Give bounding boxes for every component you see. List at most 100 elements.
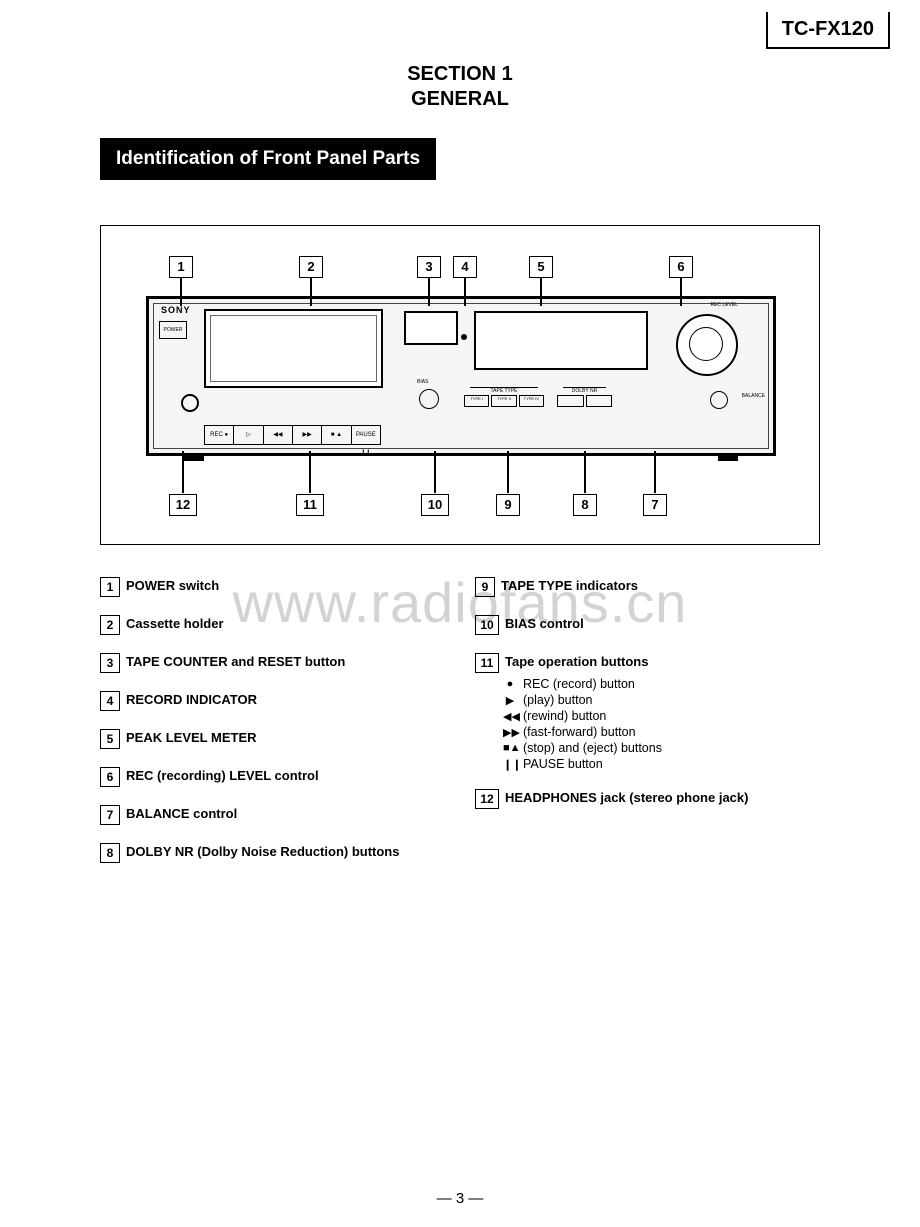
legend-item: 8 DOLBY NR (Dolby Noise Reduction) button… [100, 843, 445, 863]
legend-right-col: 9 TAPE TYPE indicators 10 BIAS control 11Tap… [475, 577, 820, 881]
heading-bar: Identification of Front Panel Parts [100, 138, 436, 180]
power-button: POWER [159, 321, 187, 339]
legend-num: 10 [475, 615, 499, 635]
sub-row: ▶▶(fast-forward) button [503, 725, 820, 739]
callout-3: 3 [417, 256, 441, 278]
legend-text: TAPE TYPE indicators [501, 577, 638, 595]
op-button: REC ● [205, 426, 234, 444]
section-line1: SECTION 1 [0, 62, 920, 87]
legend-num: 5 [100, 729, 120, 749]
section-title: SECTION 1 GENERAL [0, 62, 920, 112]
legend-left-col: 1 POWER switch 2Cassette holder 3TAPE COUNT… [100, 577, 445, 881]
sub-text: REC (record) button [523, 677, 635, 691]
callout-line [310, 278, 312, 306]
symbol-icon: ■▲ [503, 742, 517, 754]
legend-num: 9 [475, 577, 495, 597]
legend-text: DOLBY NR (Dolby Noise Reduction) buttons [126, 843, 399, 861]
dolby-row [557, 395, 612, 407]
legend-num: 1 [100, 577, 120, 597]
legend-item: 6 REC (recording) LEVEL control [100, 767, 445, 787]
callout-line [180, 278, 182, 306]
legend-text: HEADPHONES jack (stereo phone jack) [505, 789, 748, 807]
legend-num: 6 [100, 767, 120, 787]
tape-type-row: TYPE ITYPE IITYPE IV [464, 395, 544, 407]
callout-line [428, 278, 430, 306]
op-button: PAUSE ❙❙ [352, 426, 380, 444]
callout-9: 9 [496, 494, 520, 516]
legend-item: 3TAPE COUNTER and RESET button [100, 653, 445, 673]
legend-item: 9 TAPE TYPE indicators [475, 577, 820, 597]
device-foot [718, 455, 738, 461]
device-foot [184, 455, 204, 461]
callout-line [654, 451, 656, 493]
legend-num: 7 [100, 805, 120, 825]
callout-11: 11 [296, 494, 324, 516]
legend-text: BIAS control [505, 615, 584, 633]
bias-label: BIAS [417, 379, 428, 385]
legend-item: 5 PEAK LEVEL METER [100, 729, 445, 749]
callout-7: 7 [643, 494, 667, 516]
legend-text: Tape operation buttons [505, 653, 648, 671]
callout-6: 6 [669, 256, 693, 278]
legend-item: 10 BIAS control [475, 615, 820, 635]
legend-item: 7BALANCE control [100, 805, 445, 825]
model-number: TC-FX120 [766, 12, 890, 49]
cassette-holder [204, 309, 383, 388]
sub-text: (fast-forward) button [523, 725, 636, 739]
legend-num: 3 [100, 653, 120, 673]
page: TC-FX120 SECTION 1 GENERAL Identificatio… [0, 0, 920, 1227]
tape-type-group: TAPE TYPE TYPE ITYPE IITYPE IV [464, 387, 544, 409]
callout-line [540, 278, 542, 306]
sub-text: PAUSE button [523, 757, 603, 771]
sublist: ●REC (record) button ▶ (play) button ◀◀(rew… [503, 677, 820, 771]
legend-item: 1 POWER switch [100, 577, 445, 597]
callout-line [309, 451, 311, 493]
legend-item: 12HEADPHONES jack (stereo phone jack) [475, 789, 820, 809]
callout-line [584, 451, 586, 493]
sub-row: ●REC (record) button [503, 677, 820, 691]
callout-2: 2 [299, 256, 323, 278]
page-number: — 3 — [0, 1190, 920, 1207]
tape-type-btn: TYPE I [464, 395, 489, 407]
legend-num: 4 [100, 691, 120, 711]
rec-level-label: REC LEVEL [710, 302, 738, 308]
legend-text: RECORD INDICATOR [126, 691, 257, 709]
operation-buttons: REC ●▷◀◀▶▶■ ▲PAUSE ❙❙ [204, 425, 381, 445]
brand-label: SONY [161, 305, 191, 315]
section-line2: GENERAL [0, 87, 920, 112]
legend-item: 11Tape operation buttons [475, 653, 820, 673]
op-button: ▶▶ [293, 426, 322, 444]
dolby-label: DOLBY NR [563, 387, 606, 394]
balance-knob [710, 391, 728, 409]
callout-line [507, 451, 509, 493]
legend-text: PEAK LEVEL METER [126, 729, 257, 747]
callout-line [464, 278, 466, 306]
diagram-frame: SONY POWER REC LEVEL REC ●▷◀◀▶▶■ ▲PAUSE … [100, 225, 820, 545]
symbol-icon: ❙❙ [503, 758, 517, 771]
op-button: ◀◀ [264, 426, 293, 444]
callout-line [182, 451, 184, 493]
sub-row: ◀◀(rewind) button [503, 709, 820, 723]
tape-type-btn: TYPE II [491, 395, 516, 407]
sub-row: ❙❙ PAUSE button [503, 757, 820, 771]
dolby-btn [586, 395, 613, 407]
legend-text: POWER switch [126, 577, 219, 595]
symbol-icon: ◀◀ [503, 710, 517, 723]
callout-1: 1 [169, 256, 193, 278]
op-button: ■ ▲ [322, 426, 351, 444]
sub-text: (play) button [523, 693, 592, 707]
sub-text: (stop) and (eject) buttons [523, 741, 662, 755]
op-button: ▷ [234, 426, 263, 444]
tape-type-btn: TYPE IV [519, 395, 544, 407]
record-indicator [459, 329, 469, 339]
legend-item: 2Cassette holder [100, 615, 445, 635]
tape-type-label: TAPE TYPE [470, 387, 538, 394]
callout-10: 10 [421, 494, 449, 516]
rec-level-knob [676, 314, 738, 376]
symbol-icon: ▶ [503, 694, 517, 707]
callout-12: 12 [169, 494, 197, 516]
legend-text: REC (recording) LEVEL control [126, 767, 319, 785]
legend-num: 8 [100, 843, 120, 863]
legend-text: Cassette holder [126, 615, 224, 633]
sub-row: ■▲ (stop) and (eject) buttons [503, 741, 820, 755]
